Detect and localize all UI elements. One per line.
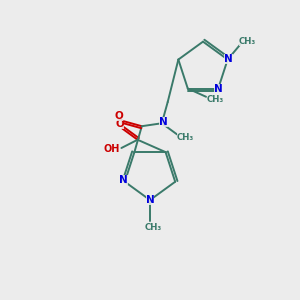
Text: N: N	[119, 175, 128, 185]
Text: N: N	[146, 195, 154, 205]
Text: N: N	[224, 54, 233, 64]
Text: CH₃: CH₃	[145, 223, 162, 232]
Text: O: O	[115, 111, 124, 121]
Text: O: O	[116, 119, 124, 129]
Text: CH₃: CH₃	[239, 37, 256, 46]
Text: CH₃: CH₃	[207, 95, 224, 104]
Text: N: N	[159, 117, 168, 127]
Text: OH: OH	[104, 144, 120, 154]
Text: CH₃: CH₃	[177, 133, 194, 142]
Text: N: N	[214, 84, 223, 94]
